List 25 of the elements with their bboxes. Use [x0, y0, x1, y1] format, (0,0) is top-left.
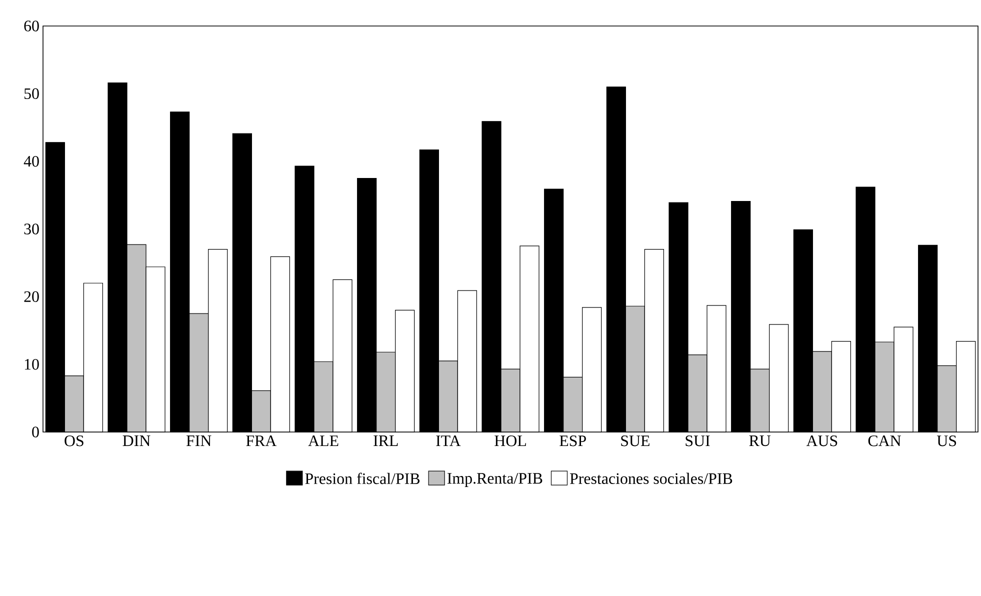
y-tick-label: 30 [24, 224, 39, 234]
x-tick-label: SUI [686, 436, 710, 446]
x-tick-label: DIN [122, 436, 150, 446]
x-tick-label: AUS [806, 436, 838, 446]
x-tick-label: FRA [246, 436, 277, 446]
y-tick-label: 20 [24, 291, 39, 302]
y-tick-label: 10 [24, 358, 39, 370]
y-tick-label: 60 [24, 20, 39, 32]
x-tick-label: IRL [374, 436, 398, 446]
y-tick-label: 0 [32, 426, 39, 438]
x-tick-label: HOL [494, 436, 526, 446]
x-tick-label: ITA [436, 436, 461, 446]
x-tick-label: OS [64, 436, 84, 446]
legend-label: Presion fiscal/PIB [305, 472, 420, 484]
x-tick-label: SUE [621, 436, 650, 446]
x-tick-label: CAN [868, 436, 901, 446]
x-tick-label: ESP [560, 436, 586, 446]
legend-label: Imp.Renta/PIB [447, 473, 542, 487]
x-tick-label: US [936, 436, 956, 446]
x-tick-label: FIN [186, 436, 212, 446]
x-tick-label: RU [749, 436, 771, 446]
x-tick-label: ALE [308, 436, 338, 446]
y-tick-label: 40 [24, 156, 39, 167]
y-tick-label: 50 [24, 88, 39, 100]
legend-label: Prestaciones sociales/PIB [570, 472, 732, 484]
